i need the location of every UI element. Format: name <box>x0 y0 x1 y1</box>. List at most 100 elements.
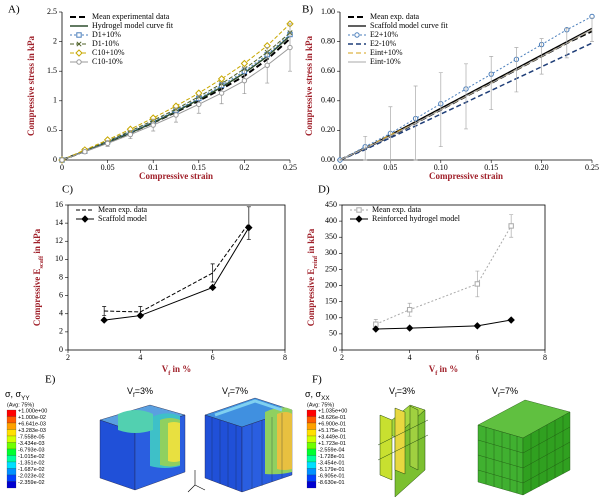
series-line <box>375 225 512 325</box>
marker <box>196 101 202 108</box>
legend-label: Mean exp. data <box>98 205 148 214</box>
marker <box>507 316 515 324</box>
legend-marker <box>356 207 362 213</box>
x-tick-label: 6 <box>211 353 215 362</box>
panel-label: A) <box>8 4 20 16</box>
model-label-part: =3% <box>135 386 153 396</box>
contour-swatch <box>6 481 17 489</box>
y-tick-label: 0.00 <box>321 155 335 164</box>
marker <box>217 75 226 83</box>
panel-label: D) <box>318 184 330 196</box>
x-axis-label-part: f <box>435 370 438 377</box>
contour-swatch <box>6 429 17 437</box>
marker <box>405 324 414 332</box>
marker <box>473 322 482 330</box>
contour-swatch <box>306 481 317 489</box>
y-tick-label: 1.00 <box>321 7 335 16</box>
contour-label: +6.900e-01 <box>318 421 346 427</box>
x-tick-label: 0.2 <box>239 163 249 172</box>
contour-swatch <box>6 448 17 456</box>
series-line <box>375 319 512 330</box>
y-tick-label: 10 <box>55 254 63 263</box>
contour-swatch <box>6 474 17 482</box>
x-tick-label: 0.05 <box>383 163 397 172</box>
marker <box>82 149 88 155</box>
y-axis-label-part: scaff <box>38 255 45 268</box>
x-axis-label: Compressive strain <box>429 171 503 181</box>
y-tick-label: 300 <box>325 248 337 257</box>
marker <box>240 59 249 68</box>
model-label-part: =7% <box>230 386 248 396</box>
series-line <box>104 227 250 321</box>
y-axis-label-part: in kPa <box>32 228 42 256</box>
y-tick-label: 1.5 <box>47 66 57 75</box>
y-axis-label-part: Compressive E <box>32 269 42 327</box>
legend-marker <box>354 32 360 38</box>
fea-model-f2 <box>477 399 571 496</box>
legend-marker <box>76 59 82 65</box>
contour-swatch <box>306 409 317 417</box>
y-tick-label: 400 <box>325 216 337 225</box>
contour-title-part: σ, σ <box>305 389 322 399</box>
marker <box>241 77 248 84</box>
contour-title-part: YY <box>21 395 30 402</box>
fea-model-f1 <box>377 404 429 498</box>
contour-label: +3.449e-01 <box>318 434 346 440</box>
x-tick-label: 0.1 <box>148 163 158 172</box>
contour-label: -2.359e-02 <box>18 480 45 486</box>
y-tick-label: 2 <box>53 36 57 45</box>
x-tick-label: 4 <box>408 353 412 362</box>
legend-label: Mean experimental data <box>92 12 170 21</box>
x-axis-label-part: V <box>162 364 169 374</box>
model-label: Vf=7% <box>492 386 518 399</box>
contour-title: σ, σXX <box>305 389 330 402</box>
x-tick-label: 2 <box>66 353 70 362</box>
legend-marker <box>81 215 89 223</box>
y-tick-label: 0.5 <box>47 125 57 134</box>
model-label-part: f <box>395 392 397 399</box>
error-bar <box>590 17 594 42</box>
contour-label: +1.035e+00 <box>318 408 347 414</box>
legend-label: Eint+10% <box>370 48 403 57</box>
y-tick-label: 200 <box>325 280 337 289</box>
contour-label: +1.000e-02 <box>18 415 46 421</box>
y-axis-label-part: Compressive E <box>306 269 316 327</box>
legend-label: C10+10% <box>92 48 125 57</box>
x-tick-label: 0.10 <box>434 163 448 172</box>
contour-swatch <box>306 461 317 469</box>
contour-swatch <box>306 435 317 443</box>
plot: 2 4 6 8 0 50 100 150 200 250 300 350 400 450 Mean exp.… <box>325 200 547 362</box>
contour-swatch <box>6 461 17 469</box>
contour-title-part: XX <box>321 395 330 402</box>
y-tick-label: 16 <box>55 200 63 209</box>
marker <box>508 223 514 229</box>
panel-label: F) <box>312 374 322 386</box>
contour-label: +1.723e-01 <box>318 441 346 447</box>
series-line <box>61 32 291 161</box>
y-axis-label: Compressive Escaff in kPa <box>32 228 45 326</box>
legend-label: E2+10% <box>370 30 398 39</box>
legend-label: Mean exp. data <box>372 205 422 214</box>
fea-model-e1 <box>99 404 186 491</box>
model-label-part: f <box>133 392 135 399</box>
contour-label: -8.630e-01 <box>318 480 345 486</box>
y-axis-label-part: reinf <box>312 255 319 269</box>
contour-label: -7.558e-05 <box>18 434 45 440</box>
contour-swatch <box>306 442 317 450</box>
contour-swatch <box>306 429 317 437</box>
x-axis-label-part: V <box>429 364 436 374</box>
contour-swatch <box>6 468 17 476</box>
contour-label: -3.454e-01 <box>318 460 345 466</box>
legend-marker <box>76 32 82 38</box>
contour-label: -2.023e-02 <box>18 473 45 479</box>
marker <box>264 62 270 68</box>
contour-swatch <box>306 448 317 456</box>
contour-title: σ, σYY <box>5 389 30 402</box>
contour-label: -5.179e-01 <box>318 467 345 473</box>
legend-label: D1-10% <box>92 39 119 48</box>
x-tick-label: 0.20 <box>535 163 549 172</box>
contour-label: +8.626e-01 <box>318 415 346 421</box>
x-tick-label: 2 <box>340 353 344 362</box>
y-tick-label: 0 <box>53 155 57 164</box>
